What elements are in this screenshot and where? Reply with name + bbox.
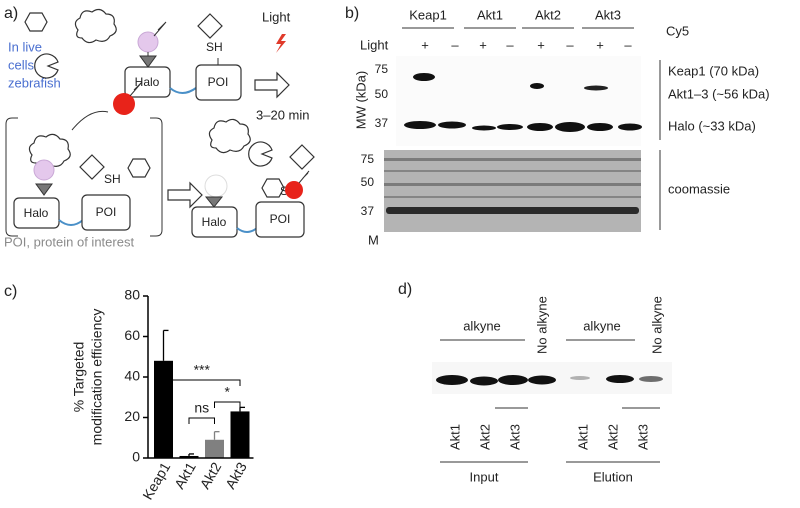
marker-lane: M <box>368 232 379 247</box>
pacman <box>34 53 59 79</box>
halo-text: Halo <box>202 215 227 229</box>
x-tick-label: Akt1 <box>171 459 199 491</box>
significance-bracket <box>163 379 241 386</box>
live-text: zebrafish <box>8 75 61 90</box>
lane-label: Akt2 <box>477 424 492 450</box>
panel-d: d) alkyne No alkyne alkyne No alkyne Akt… <box>398 281 672 484</box>
light-sign: + <box>421 37 429 52</box>
band-label: Halo (~33 kDa) <box>668 118 756 133</box>
marker: 50 <box>375 87 389 101</box>
panel-a: a) In live cells or zebrafish Halo POI S… <box>4 5 315 249</box>
light-sign: – <box>624 37 632 52</box>
band-label: Keap1 (70 kDa) <box>668 63 759 78</box>
bar <box>179 455 199 458</box>
light-text: Light <box>262 9 291 24</box>
halo-text: Halo <box>24 206 49 220</box>
anchor <box>139 55 157 68</box>
time-text: 3–20 min <box>256 107 309 122</box>
light-text: Light <box>360 37 389 52</box>
panel-label: c) <box>4 283 17 300</box>
arrow <box>167 181 203 209</box>
lane-header: Akt3 <box>595 7 621 22</box>
stain-text: coomassie <box>668 181 730 196</box>
bar <box>154 360 173 458</box>
bar <box>230 411 250 458</box>
light-sign: – <box>451 37 459 52</box>
group-label: No alkyne <box>649 296 664 354</box>
cloud <box>74 8 117 44</box>
group-label: alkyne <box>583 318 621 333</box>
light-sign: + <box>596 37 604 52</box>
lane-header: Akt1 <box>477 7 503 22</box>
bar <box>205 439 224 458</box>
y-tick-label: 40 <box>124 368 140 384</box>
light-sign: + <box>537 37 545 52</box>
significance-label: ns <box>194 400 209 416</box>
panel-label: b) <box>345 5 359 22</box>
arrow <box>254 71 290 99</box>
halo-box <box>124 66 171 98</box>
marker: 37 <box>375 116 389 130</box>
lane-label: Akt1 <box>447 424 462 450</box>
marker: 37 <box>361 204 375 218</box>
y-axis-label: modification efficiency <box>89 309 105 446</box>
y-axis-label: % Targeted <box>71 342 87 413</box>
poi-text: POI <box>96 205 117 219</box>
panel-label: a) <box>4 5 18 22</box>
footnote: POI, protein of interest <box>4 234 134 249</box>
lane-label: Akt3 <box>635 424 650 450</box>
marker: 75 <box>375 62 389 76</box>
x-tick-label: Akt2 <box>196 459 224 491</box>
lane-header: Akt2 <box>535 7 561 22</box>
panel-label: d) <box>398 281 412 298</box>
light-sign: – <box>566 37 574 52</box>
panel-b: b) Light Cy5 MW (kDa) 75 50 37 Keap1 (70… <box>345 5 770 247</box>
lane-label: Akt1 <box>575 424 590 450</box>
released-ligand <box>204 174 228 198</box>
group-label: alkyne <box>463 318 501 333</box>
reactive-species <box>113 93 135 115</box>
poi-text: POI <box>208 75 229 89</box>
y-tick-label: 60 <box>124 327 140 343</box>
light-sign: + <box>479 37 487 52</box>
section-label: Elution <box>593 469 633 484</box>
sh-text: SH <box>104 172 121 186</box>
cy5-text: Cy5 <box>666 23 689 38</box>
hexagon <box>24 12 48 32</box>
y-tick-label: 20 <box>124 408 140 424</box>
live-text: In live <box>8 39 42 54</box>
poi-text: POI <box>270 212 291 226</box>
cy5-blot <box>396 56 641 146</box>
significance-label: *** <box>194 362 211 378</box>
lightning <box>276 34 286 53</box>
section-label: Input <box>470 469 499 484</box>
panel-c: c) % Targeted modification efficiency 0 20 40… <box>4 283 254 502</box>
y-tick-label: 80 <box>124 287 140 303</box>
x-tick-label: Keap1 <box>139 459 173 502</box>
lane-header: Keap1 <box>409 7 447 22</box>
lane-label: Akt3 <box>507 424 522 450</box>
lane-label: Akt2 <box>605 424 620 450</box>
mw-label: MW (kDa) <box>353 71 368 130</box>
bracket <box>5 117 163 237</box>
coomassie-gel <box>384 150 641 232</box>
light-sign: – <box>506 37 514 52</box>
halo-text: Halo <box>135 75 160 89</box>
diamond <box>197 13 223 39</box>
marker: 50 <box>361 175 375 189</box>
marker: 75 <box>361 152 375 166</box>
significance-label: * <box>225 384 231 400</box>
significance-bracket <box>214 401 241 408</box>
y-tick-label: 0 <box>132 449 140 465</box>
x-tick-label: Akt3 <box>222 459 250 491</box>
curved-arrow <box>71 110 109 131</box>
group-label: No alkyne <box>534 296 549 354</box>
linker <box>169 87 197 94</box>
significance-bracket <box>188 417 215 424</box>
sh-text: SH <box>206 40 223 54</box>
band-label: Akt1–3 (~56 kDa) <box>668 86 770 101</box>
alkyne-tag <box>153 21 167 37</box>
